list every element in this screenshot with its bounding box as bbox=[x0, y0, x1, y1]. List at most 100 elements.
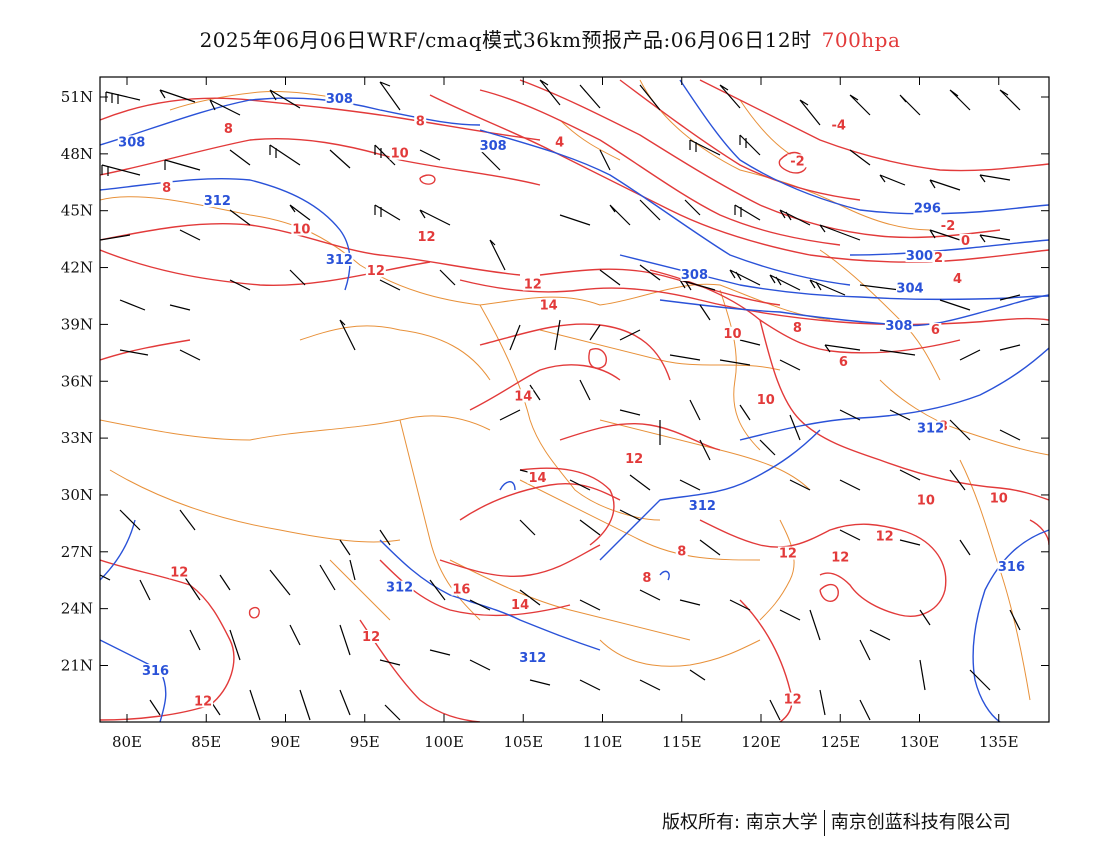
height-contour-label: 308 bbox=[885, 319, 912, 334]
height-contours bbox=[100, 79, 1049, 722]
height-contour-label: 308 bbox=[681, 268, 708, 283]
temperature-contour-label: 16 bbox=[452, 583, 470, 598]
lat-tick-label: 42N bbox=[61, 259, 93, 277]
temperature-contour-label: -2 bbox=[941, 219, 955, 234]
temperature-contour-label-bg bbox=[787, 154, 808, 168]
map-frame bbox=[99, 76, 1050, 723]
height-contour-label: 308 bbox=[326, 92, 353, 107]
lon-tick-label: 95E bbox=[350, 733, 380, 751]
height-contour-label: 316 bbox=[142, 664, 169, 679]
temperature-contour-label-bg bbox=[791, 321, 804, 335]
temperature-contour-label-bg bbox=[522, 277, 543, 291]
height-contour-label-bg bbox=[916, 421, 945, 435]
company-text: 南京创蓝科技有限公司 bbox=[830, 812, 1011, 833]
lon-tick-label: 85E bbox=[191, 733, 221, 751]
lon-tick-label: 120E bbox=[741, 733, 781, 751]
temperature-contour-label: -2 bbox=[790, 154, 804, 169]
temperature-contour-label-bg bbox=[830, 550, 851, 564]
temperature-contour-label: 0 bbox=[961, 234, 970, 249]
temperature-contour-label: 4 bbox=[953, 272, 962, 287]
height-contour-label: 304 bbox=[896, 281, 923, 296]
height-contour-label: 316 bbox=[998, 560, 1025, 575]
height-contour-label-bg bbox=[905, 249, 934, 263]
lat-tick-label: 27N bbox=[61, 543, 93, 561]
temperature-contour-label-bg bbox=[414, 114, 427, 128]
temperature-contour-label-bg bbox=[951, 271, 964, 285]
temperature-contour-label-bg bbox=[451, 582, 472, 596]
temperature-contour-label-bg bbox=[675, 544, 688, 558]
height-contour-label-bg bbox=[141, 664, 170, 678]
temperature-contour-label: 12 bbox=[625, 452, 643, 467]
temperature-contour-label-bg bbox=[959, 233, 972, 247]
temperature-contour-label: 6 bbox=[839, 355, 848, 370]
height-contour-label-bg bbox=[884, 319, 913, 333]
temperature-contour-label: 12 bbox=[831, 550, 849, 565]
temperature-contour-label-bg bbox=[874, 529, 895, 543]
height-contour-labels: 308 308 312 308 312 296 300 304 308 308 312 312 312 3… bbox=[117, 91, 1026, 679]
temperature-contour-label-bg bbox=[777, 546, 798, 560]
lon-tick-label: 90E bbox=[270, 733, 300, 751]
temperature-contour-label: 4 bbox=[555, 135, 564, 150]
lon-tick-label: 125E bbox=[820, 733, 860, 751]
temperature-contour-label: 8 bbox=[416, 115, 425, 130]
lat-tick-label: 24N bbox=[61, 600, 93, 618]
title-text: 2025年06月06日WRF/cmaq模式36km预报产品:06月06日12时 bbox=[199, 28, 812, 52]
temperature-contour-label-bg bbox=[782, 692, 803, 706]
lat-tick-label: 45N bbox=[61, 202, 93, 220]
map-title: 2025年06月06日WRF/cmaq模式36km预报产品:06月06日12时 7… bbox=[0, 24, 1100, 53]
height-contour-label-bg bbox=[385, 580, 414, 594]
lat-tick-label: 51N bbox=[61, 88, 93, 106]
temperature-contour-label: 10 bbox=[292, 223, 310, 238]
lat-tick-label: 33N bbox=[61, 429, 93, 447]
temperature-contour-label-bg bbox=[160, 180, 173, 194]
border-lines bbox=[100, 79, 1049, 701]
height-contour-label: 312 bbox=[326, 253, 353, 268]
temperature-contour-label-bg bbox=[538, 298, 559, 312]
wind-barbs bbox=[100, 79, 1021, 721]
temperature-contour-label-bg bbox=[361, 629, 382, 643]
height-contour-label: 308 bbox=[480, 139, 507, 154]
temperature-contour-label: 10 bbox=[757, 393, 775, 408]
temperature-contour-label: 10 bbox=[990, 492, 1008, 507]
temperature-contour-label-bg bbox=[837, 355, 850, 369]
temperature-contour-label: 12 bbox=[876, 530, 894, 545]
copyright-text: 版权所有: 南京大学 bbox=[662, 812, 818, 833]
pressure-level: 700hpa bbox=[821, 28, 901, 52]
temperature-contour-label: 6 bbox=[931, 323, 940, 338]
height-contour-label-bg bbox=[680, 268, 709, 282]
height-contour-label-bg bbox=[325, 91, 354, 105]
longitude-axis: 80E 85E 90E 95E 100E 105E 110E 115E 120E 125E 130E… bbox=[112, 77, 1019, 751]
temperature-contour-label: 12 bbox=[784, 693, 802, 708]
temperature-contour-label: 14 bbox=[511, 598, 529, 613]
temperature-contour-label-bg bbox=[722, 326, 743, 340]
temperature-contour-label-bg bbox=[365, 264, 386, 278]
height-contour-label: 312 bbox=[204, 194, 231, 209]
temperature-contour-label: 8 bbox=[677, 545, 686, 560]
temperature-contour-label: 8 bbox=[224, 122, 233, 137]
temperature-contour-label-bg bbox=[624, 451, 645, 465]
lat-tick-label: 30N bbox=[61, 486, 93, 504]
height-contour-label: 312 bbox=[917, 422, 944, 437]
height-contour-label: 312 bbox=[386, 581, 413, 596]
temperature-contour-label-bg bbox=[932, 250, 945, 264]
temperature-contour-label: 10 bbox=[391, 147, 409, 162]
temperature-contour-label-bg bbox=[553, 135, 566, 149]
temperature-contour-label-bg bbox=[193, 694, 214, 708]
height-contour-label-bg bbox=[518, 650, 547, 664]
footer-separator bbox=[823, 810, 825, 836]
height-contour-label: 312 bbox=[519, 651, 546, 666]
temperature-contour-label-bg bbox=[291, 222, 312, 236]
lon-tick-label: 110E bbox=[583, 733, 623, 751]
temperature-contour-label: 12 bbox=[194, 694, 212, 709]
temperature-contour-label: 12 bbox=[367, 264, 385, 279]
temperature-contour-label: 8 bbox=[793, 321, 802, 336]
latitude-axis: 51N 48N 45N 42N 39N 36N 33N 30N 27N 24N 21N bbox=[61, 88, 1049, 675]
lon-tick-label: 135E bbox=[979, 733, 1019, 751]
temperature-contour-label: 12 bbox=[524, 278, 542, 293]
temperature-contour-label-bg bbox=[513, 389, 534, 403]
temperature-contour-label: 14 bbox=[528, 471, 546, 486]
lat-tick-label: 48N bbox=[61, 145, 93, 163]
temperature-contour-label-bg bbox=[915, 493, 936, 507]
lon-tick-label: 115E bbox=[662, 733, 702, 751]
